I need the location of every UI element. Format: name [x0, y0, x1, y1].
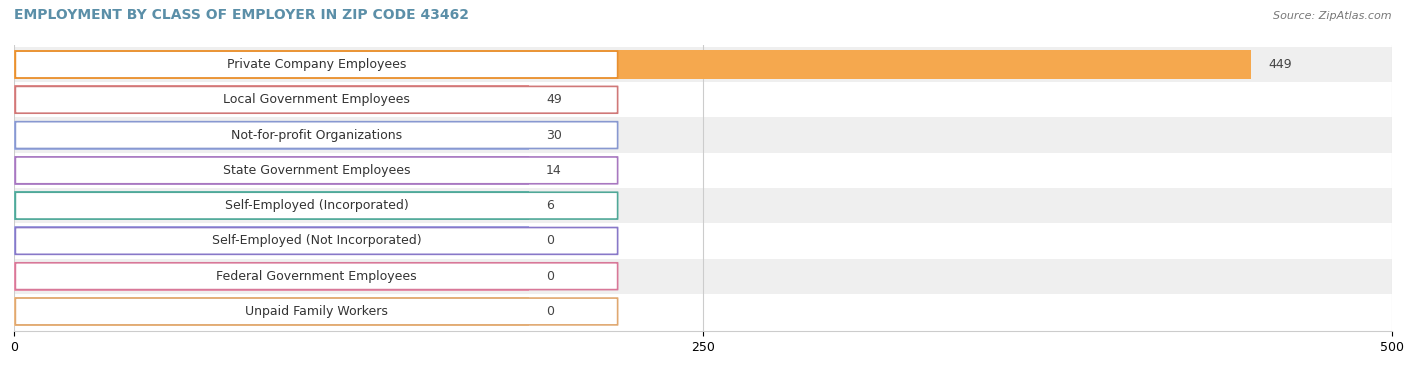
Bar	[14, 121, 530, 150]
Bar	[14, 117, 1392, 153]
FancyBboxPatch shape	[15, 86, 617, 113]
Bar	[14, 262, 530, 291]
Text: Not-for-profit Organizations: Not-for-profit Organizations	[231, 129, 402, 142]
Text: Private Company Employees: Private Company Employees	[226, 58, 406, 71]
FancyBboxPatch shape	[15, 51, 617, 78]
Text: Local Government Employees: Local Government Employees	[224, 93, 411, 106]
Text: Federal Government Employees: Federal Government Employees	[217, 270, 416, 283]
Text: 30: 30	[546, 129, 562, 142]
FancyBboxPatch shape	[15, 298, 617, 325]
Text: 14: 14	[546, 164, 561, 177]
Text: 6: 6	[546, 199, 554, 212]
Text: Unpaid Family Workers: Unpaid Family Workers	[245, 305, 388, 318]
Bar	[14, 85, 530, 114]
Text: 0: 0	[546, 270, 554, 283]
Bar	[14, 47, 1392, 82]
Bar	[14, 191, 530, 220]
FancyBboxPatch shape	[15, 157, 617, 184]
Text: 0: 0	[546, 305, 554, 318]
Bar	[14, 259, 1392, 294]
Bar	[14, 156, 530, 185]
FancyBboxPatch shape	[15, 263, 617, 290]
Bar	[14, 226, 530, 255]
Text: EMPLOYMENT BY CLASS OF EMPLOYER IN ZIP CODE 43462: EMPLOYMENT BY CLASS OF EMPLOYER IN ZIP C…	[14, 8, 470, 22]
Text: 49: 49	[546, 93, 561, 106]
Bar	[14, 82, 1392, 117]
Text: 0: 0	[546, 234, 554, 247]
FancyBboxPatch shape	[15, 192, 617, 219]
Bar	[14, 223, 1392, 259]
Text: Self-Employed (Not Incorporated): Self-Employed (Not Incorporated)	[212, 234, 422, 247]
Bar	[14, 297, 530, 326]
Text: 449: 449	[1268, 58, 1292, 71]
FancyBboxPatch shape	[15, 122, 617, 149]
Text: Self-Employed (Incorporated): Self-Employed (Incorporated)	[225, 199, 408, 212]
Text: Source: ZipAtlas.com: Source: ZipAtlas.com	[1274, 11, 1392, 21]
Text: State Government Employees: State Government Employees	[222, 164, 411, 177]
Bar	[14, 50, 1251, 79]
FancyBboxPatch shape	[15, 227, 617, 254]
Bar	[14, 153, 1392, 188]
Bar	[14, 294, 1392, 329]
Bar	[14, 188, 1392, 223]
